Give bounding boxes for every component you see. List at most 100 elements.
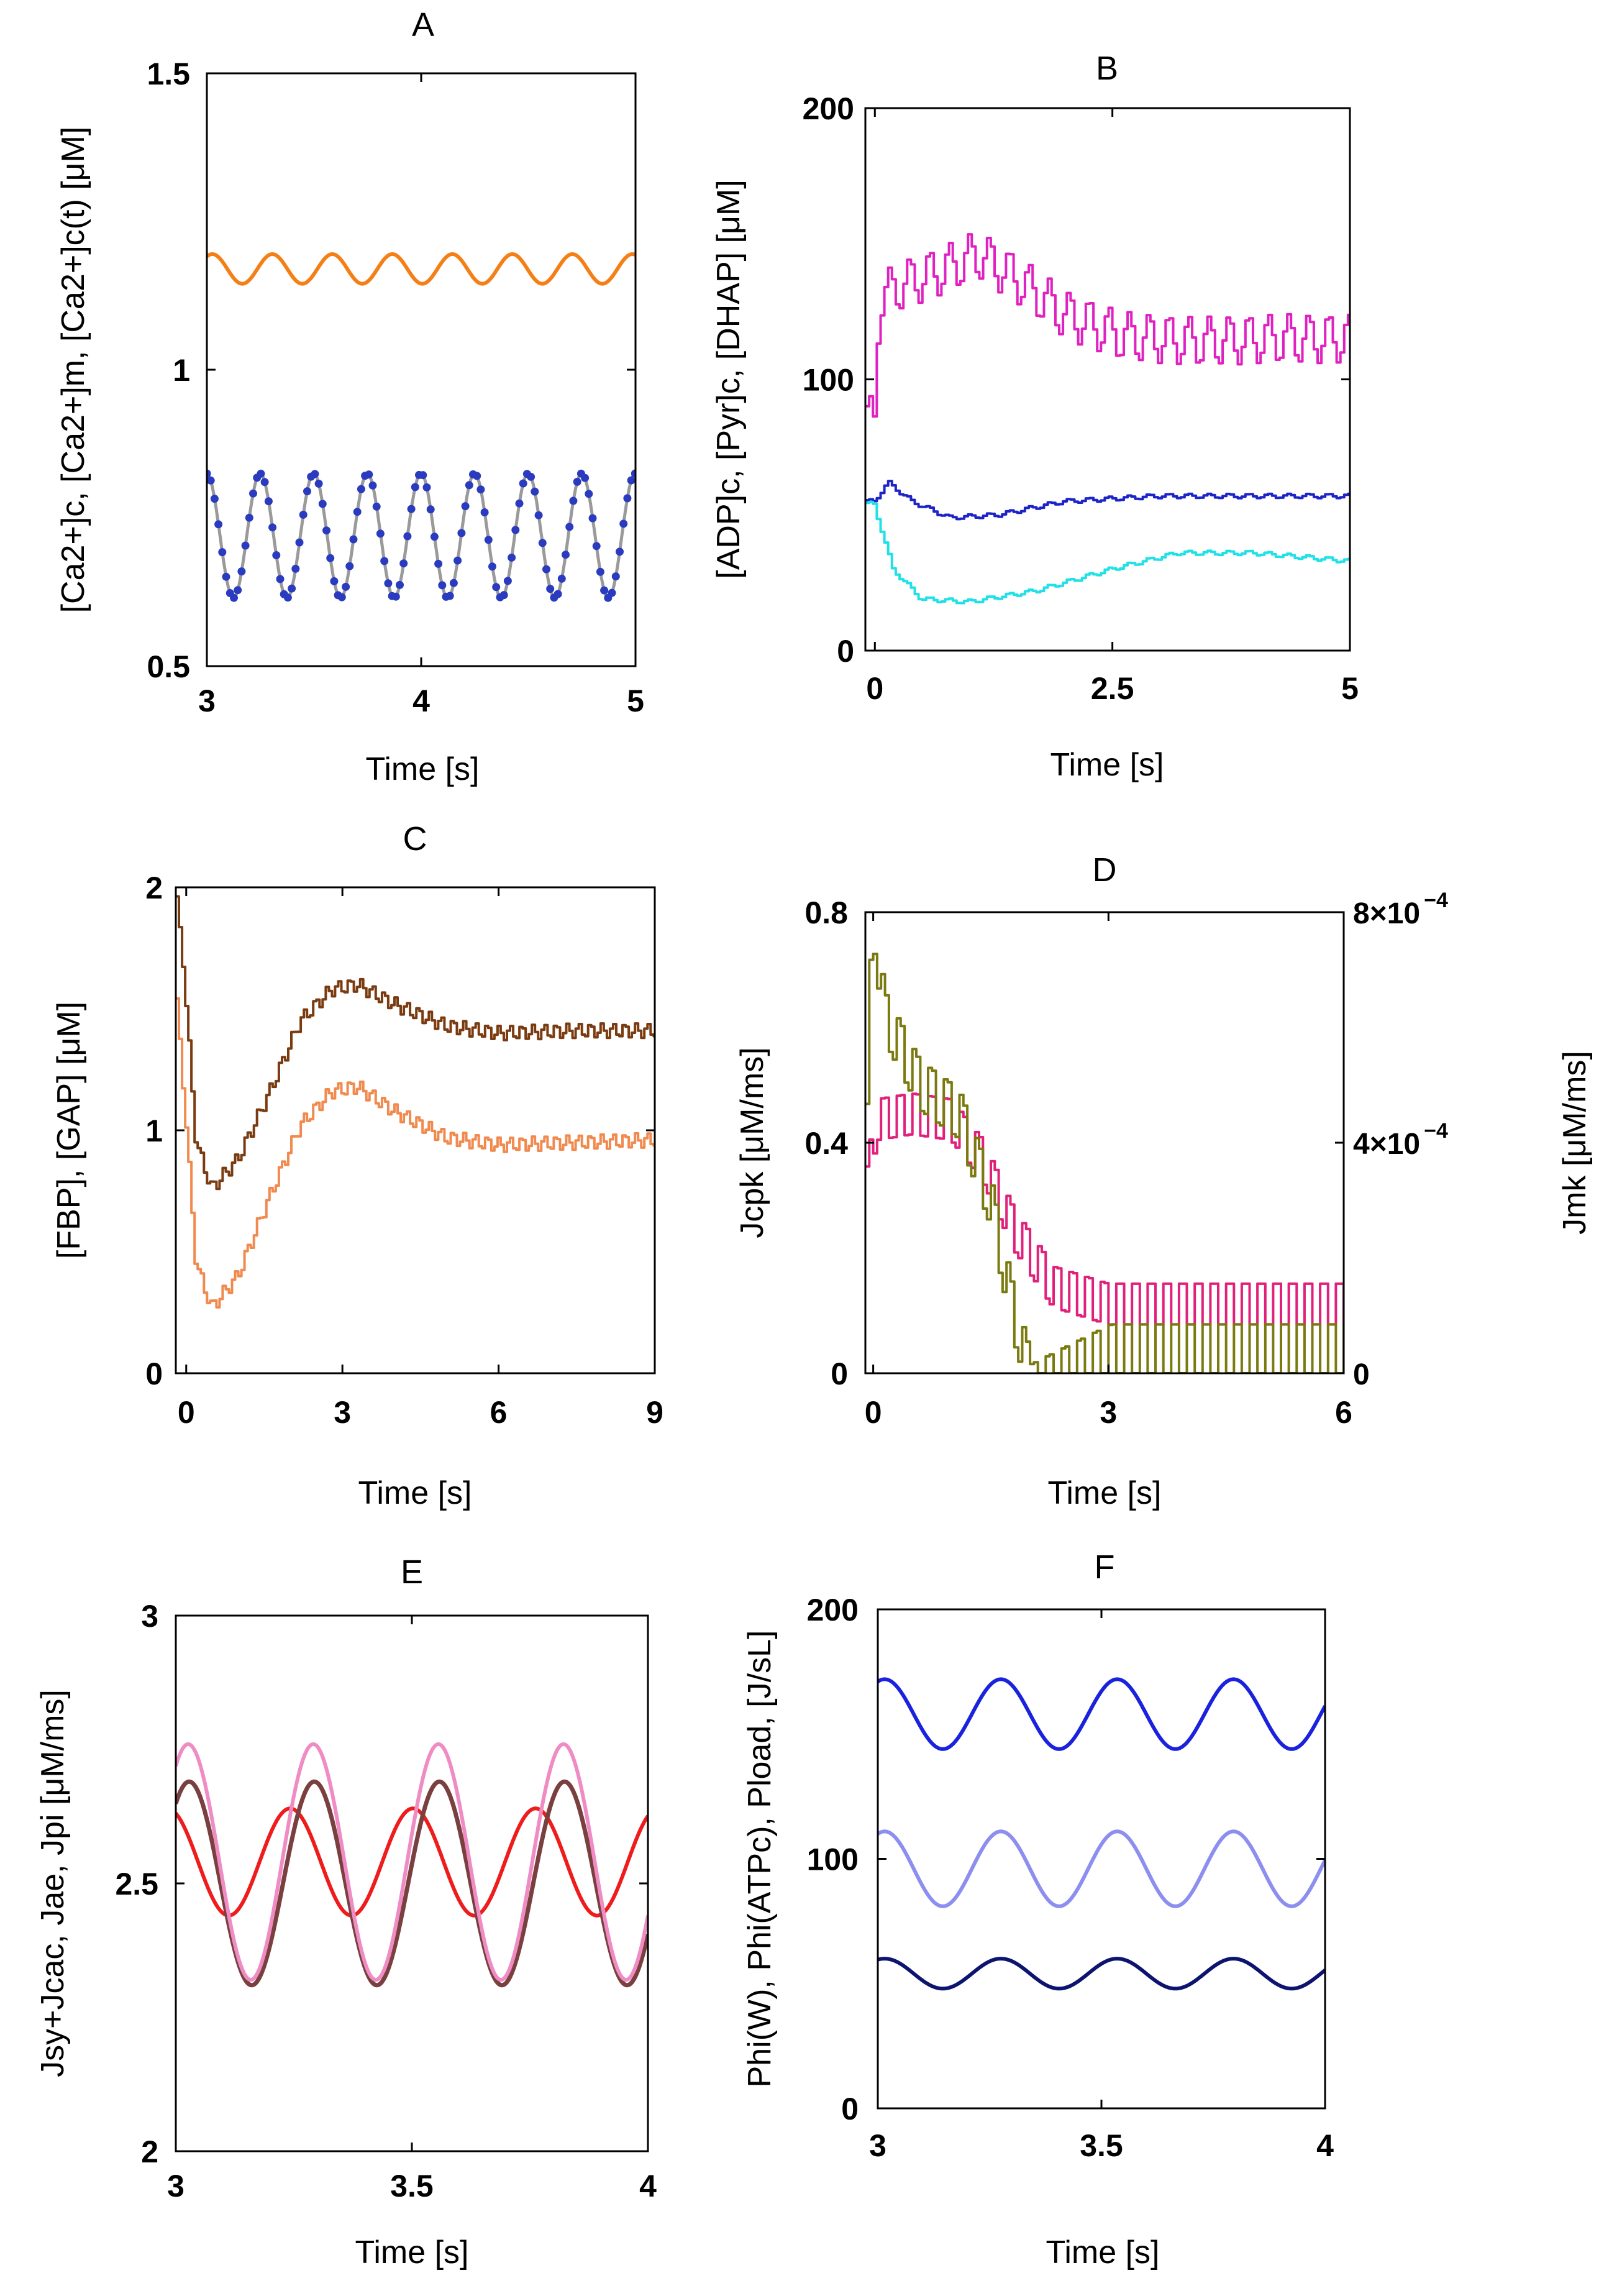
x-tick-label: 3.5 <box>390 2169 434 2203</box>
y-tick-label: 3 <box>141 1599 158 1634</box>
y-right-tick-label: 0 <box>1353 1358 1370 1391</box>
data-point <box>326 554 335 562</box>
data-point <box>257 469 265 478</box>
series-2-line <box>878 1829 1325 1908</box>
data-point <box>295 538 304 547</box>
series-1-line <box>865 1092 1344 1326</box>
data-point <box>585 490 593 498</box>
y-tick-label: 2 <box>141 2134 158 2169</box>
tick-exponent: −4 <box>1424 1119 1448 1143</box>
data-point <box>503 577 512 585</box>
x-tick-label: 6 <box>490 1395 508 1430</box>
data-point <box>384 579 393 588</box>
data-point <box>562 551 570 559</box>
data-point <box>488 562 496 571</box>
y-right-tick-label: 4×10 −4 <box>1353 1119 1448 1161</box>
y-right-axis-label: Jmk [μM/ms] <box>1557 1051 1593 1235</box>
data-point <box>588 514 597 523</box>
data-point <box>422 483 431 492</box>
series-2-line <box>865 953 1344 1373</box>
data-point <box>291 564 300 573</box>
data-point <box>365 470 373 479</box>
y-axis-label: [Ca2+]c, [Ca2+]m, [Ca2+]c(t) [μM] <box>55 127 91 613</box>
data-point <box>631 469 636 478</box>
data-point <box>368 481 377 490</box>
plot-area <box>176 1742 648 1988</box>
y-tick-label: 200 <box>807 1593 859 1627</box>
data-point <box>372 502 381 511</box>
data-point <box>337 593 346 601</box>
data-point <box>353 508 362 516</box>
data-point <box>357 485 365 493</box>
plot-frame <box>175 886 656 1374</box>
x-axis-label: Time [s] <box>355 2234 469 2271</box>
x-axis-label: Time [s] <box>1046 2234 1160 2271</box>
x-axis-label: Time [s] <box>366 751 480 787</box>
y-axis-label: Jsy+Jcac, Jae, Jpi [μM/ms] <box>35 1690 71 2077</box>
data-point <box>538 539 547 547</box>
data-point <box>311 470 319 478</box>
tick-base: 0 <box>1353 1358 1370 1391</box>
data-point <box>237 567 246 576</box>
x-tick-label: 2.5 <box>1091 671 1134 706</box>
plot-frame <box>206 72 637 667</box>
data-point <box>480 508 489 516</box>
y-tick-label: 0.5 <box>147 649 190 684</box>
data-point <box>249 489 257 498</box>
y-tick-label: 0.4 <box>804 1126 848 1161</box>
data-point <box>318 500 327 508</box>
series-1-line <box>176 1806 648 1918</box>
x-tick-label: 3 <box>1100 1395 1117 1430</box>
data-point <box>473 472 481 480</box>
x-tick-label: 5 <box>1341 671 1359 706</box>
panel-title: A <box>412 6 434 43</box>
series-2-line <box>176 997 655 1309</box>
data-point <box>445 592 454 600</box>
data-point <box>426 505 435 514</box>
y-tick-label: 1.5 <box>147 57 190 91</box>
data-point <box>608 588 616 597</box>
x-tick-label: 0 <box>865 1395 882 1430</box>
data-point <box>268 523 277 532</box>
data-point <box>419 471 427 480</box>
plot-area <box>176 895 655 1309</box>
x-tick-label: 4 <box>412 684 430 718</box>
data-point <box>492 583 501 592</box>
y-tick-label: 1 <box>173 353 190 388</box>
data-point <box>565 523 574 531</box>
series-1-line <box>865 233 1350 418</box>
data-point <box>465 481 473 490</box>
panel-title: E <box>401 1553 423 1591</box>
data-point <box>557 574 566 583</box>
data-point <box>210 495 219 503</box>
x-axis-label: Time [s] <box>358 1475 472 1511</box>
data-point <box>534 511 543 519</box>
data-point <box>457 529 466 537</box>
y-tick-label: 0.8 <box>804 895 848 930</box>
data-point <box>611 572 620 581</box>
data-point <box>396 580 404 589</box>
data-point <box>461 502 470 511</box>
data-point <box>600 586 609 595</box>
series-1-line <box>207 252 636 286</box>
data-point <box>222 572 230 581</box>
x-tick-label: 3 <box>869 2128 886 2163</box>
series-2-line <box>207 472 636 600</box>
data-point <box>430 533 439 541</box>
data-point <box>234 586 242 595</box>
data-point <box>453 556 462 565</box>
data-point <box>511 526 520 534</box>
data-point <box>627 476 636 485</box>
y-tick-label: 200 <box>803 91 854 126</box>
series-2-line <box>865 480 1350 521</box>
plot-area <box>207 252 636 602</box>
data-point <box>399 559 408 568</box>
data-point <box>484 536 493 544</box>
series-1-line <box>878 1677 1325 1751</box>
data-point <box>569 496 578 505</box>
x-tick-label: 3 <box>167 2169 185 2203</box>
panel-title: D <box>1093 851 1117 889</box>
data-point <box>214 520 223 529</box>
data-point <box>438 581 447 590</box>
